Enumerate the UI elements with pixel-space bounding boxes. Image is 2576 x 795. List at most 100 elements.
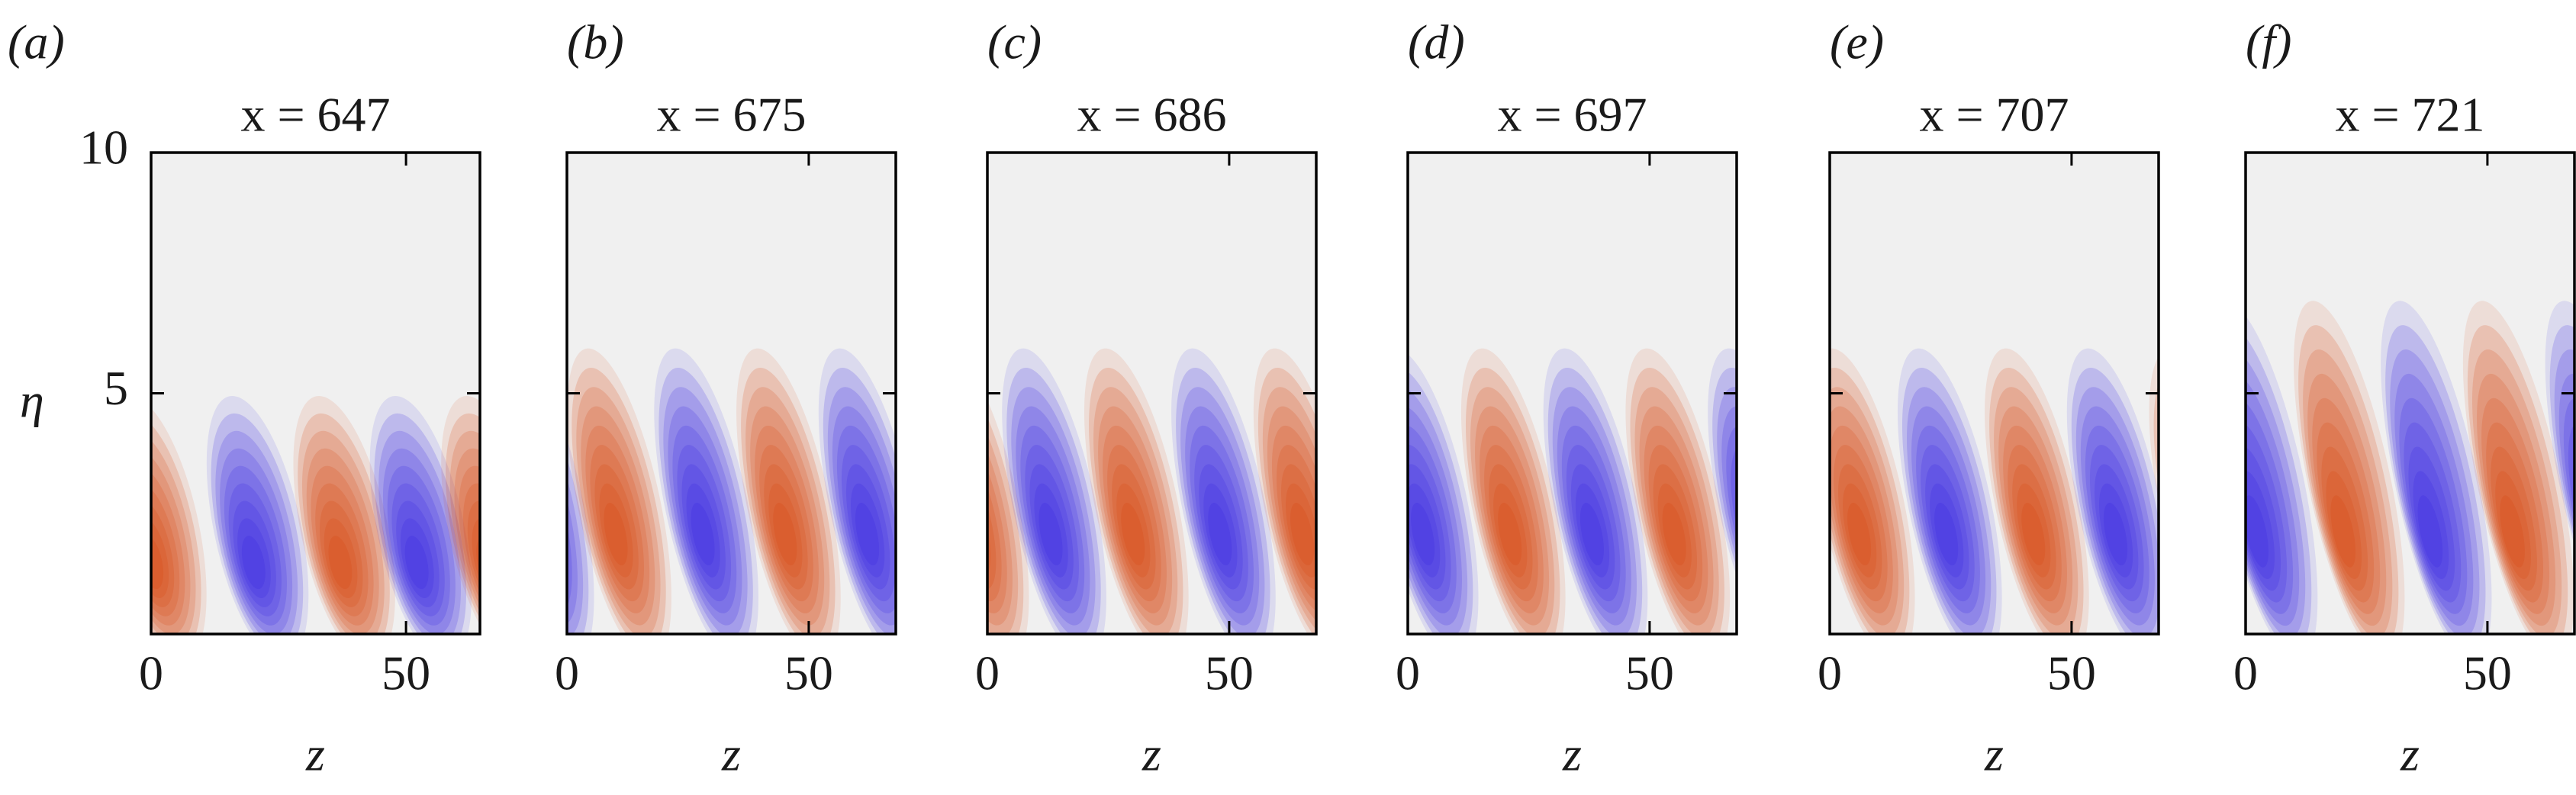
contour-level [2003,425,2067,613]
contour-level [2080,406,2155,626]
contour-level [1176,367,1270,634]
contour-level [1208,502,1232,566]
contour-level [237,518,271,598]
contour-level [1989,367,2084,634]
contour-level [663,387,748,634]
plot-background [151,153,480,634]
contour-level [987,406,1013,626]
x-axis-label: z [1141,727,1161,781]
panel: 0 50 5 10 x = 647 (a) z η [8,15,481,781]
contour-level [2413,471,2449,579]
contour-level [1657,483,1692,578]
x-tick-label: 50 [2047,646,2096,700]
contour-level [2085,425,2149,613]
contour-lobe [1002,348,1106,634]
plot-background [1830,153,2159,634]
contour-level [293,395,395,634]
contour-level [1830,367,1910,634]
contour-level [750,406,825,626]
contour-level [1907,387,1992,634]
contour-lobe [818,348,896,634]
contour-level [1257,367,1316,634]
contour-level [1103,425,1167,613]
contour-level [2161,440,2236,606]
contour-level [957,500,990,567]
contour-level [449,430,480,634]
contour-level [2381,301,2492,634]
contour-lobe [1830,348,1915,634]
contour-level [2103,502,2128,566]
contour-level [987,387,1019,634]
contour-lobe [1253,348,1316,634]
contour-level [672,425,737,613]
contour-level [2246,398,2294,614]
contour-level [382,448,456,634]
contour-level [1740,500,1773,567]
contour-level [681,464,726,590]
contour-level [233,500,276,607]
contour-lobe [1985,348,2089,634]
contour-level [2486,422,2544,603]
contour-level [1107,445,1161,602]
contour-level [1253,348,1316,634]
contour-level [2246,373,2300,626]
plot-background [2246,153,2574,634]
contour-level [658,367,753,634]
contour-lobe [2462,301,2574,634]
contour-level [1708,348,1737,634]
contour-level [1934,502,1959,566]
contour-level [2155,420,2245,619]
contour-level [1276,445,1316,602]
contour-level [818,348,896,634]
y-axis-label: η [20,374,44,428]
contour-lobe [293,395,395,634]
contour-level [2075,387,2159,634]
contour-level [1838,464,1882,590]
contour-level [1901,367,1997,634]
contour-level [151,500,175,607]
contour-level [301,430,385,634]
contour-level [206,395,309,634]
contour-level [151,430,196,634]
contour-lobe [206,395,309,634]
contour-lobe [567,348,671,634]
panel: 0 50 x = 707 (e) z [1818,15,2245,781]
contour-level [1552,387,1637,634]
contour-level [2098,483,2133,578]
contour-level [2175,481,2222,580]
contour-level [2385,325,2486,634]
contour-level [2246,422,2288,603]
contour-level [1084,348,1189,634]
contour-level [1180,387,1265,634]
contour-level [2321,446,2368,591]
contour-level [2246,495,2268,568]
contour-level [1194,445,1248,602]
contour-level [1025,445,1080,602]
contour-level [391,483,445,616]
plot-background [987,153,1316,634]
contour-level [1480,425,1544,613]
contour-level [741,367,836,634]
contour-level [151,413,201,634]
contour-level [298,413,390,634]
plot-background [567,153,896,634]
contour-level [987,367,1024,634]
contour-level [1121,502,1145,566]
contour-level [1570,464,1615,590]
contour-level [2491,446,2537,591]
contour-level [1634,387,1719,634]
contour-level [441,395,480,634]
contour-level [590,445,644,602]
contour-level [1830,348,1915,634]
x-tick-label: 0 [139,646,163,700]
contour-level [151,448,191,634]
contour-level [1557,406,1631,626]
contour-level [2294,301,2405,634]
contour-level [1093,387,1178,634]
contour-level [2066,348,2159,634]
contour-level [1916,425,1980,613]
contour-level [2246,325,2312,634]
contour-level [845,464,890,590]
contour-lobe [654,348,758,634]
contour-level [315,483,369,616]
